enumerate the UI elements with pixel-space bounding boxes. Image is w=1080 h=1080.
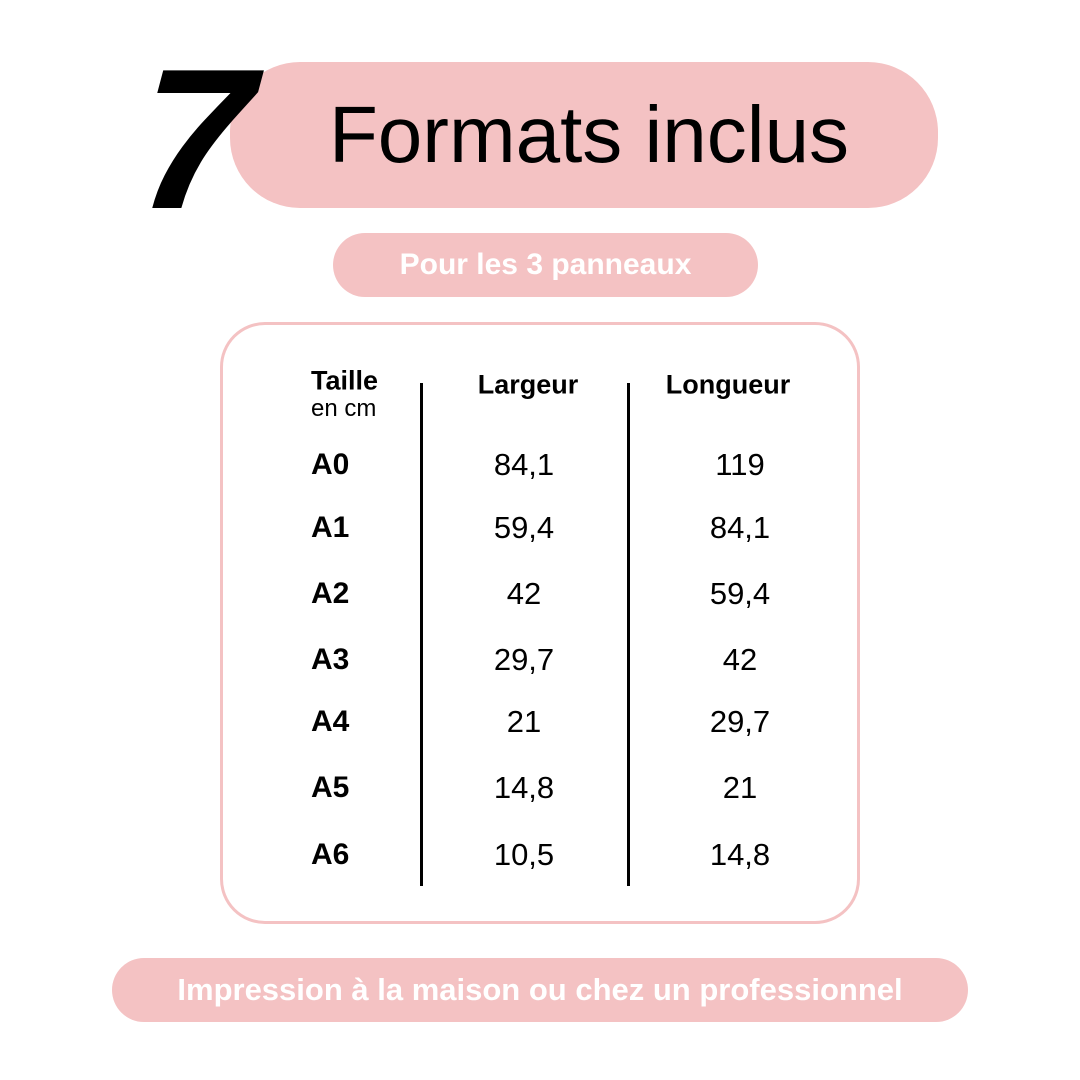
row-length: 59,4 (709, 576, 771, 611)
header-length: Longueur (665, 369, 791, 400)
row-length: 42 (722, 642, 758, 677)
subtitle-banner: Pour les 3 panneaux (333, 233, 758, 297)
row-length: 14,8 (709, 837, 771, 872)
row-size: A4 (311, 705, 350, 738)
row-length: 21 (722, 770, 758, 805)
row-size: A5 (311, 771, 350, 804)
row-size: A6 (311, 838, 350, 871)
row-size: A1 (311, 511, 350, 544)
row-width: 14,8 (493, 770, 555, 805)
row-width: 42 (506, 576, 542, 611)
row-width: 21 (506, 704, 542, 739)
footer-text: Impression à la maison ou chez un profes… (177, 972, 903, 1007)
row-width: 84,1 (493, 447, 555, 482)
row-size: A3 (311, 643, 350, 676)
footer-banner: Impression à la maison ou chez un profes… (112, 958, 968, 1022)
header-width: Largeur (477, 369, 579, 400)
header-size: Taille (311, 365, 379, 396)
page-title: Formats inclus (328, 90, 850, 179)
column-divider (627, 383, 630, 886)
column-divider (420, 383, 423, 886)
row-size: A0 (311, 448, 350, 481)
header-size-unit: en cm (311, 395, 377, 422)
subtitle: Pour les 3 panneaux (399, 248, 692, 281)
format-count: 7 (132, 28, 254, 251)
row-size: A2 (311, 577, 350, 610)
row-length: 84,1 (709, 510, 771, 545)
row-width: 29,7 (493, 642, 555, 677)
row-length: 119 (715, 447, 765, 482)
row-width: 10,5 (493, 837, 555, 872)
title-banner: Formats inclus (230, 62, 938, 208)
row-length: 29,7 (709, 704, 771, 739)
format-table (220, 322, 860, 924)
row-width: 59,4 (493, 510, 555, 545)
